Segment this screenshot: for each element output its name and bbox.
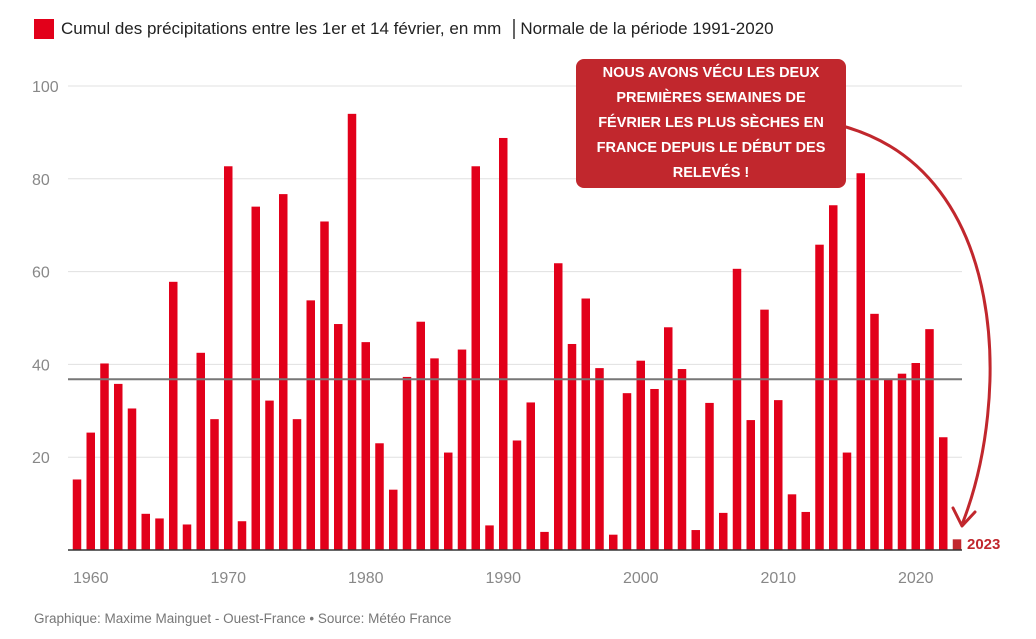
- bar: [265, 400, 274, 550]
- bar: [471, 166, 480, 550]
- source-credit: Graphique: Maxime Mainguet - Ouest-Franc…: [34, 611, 452, 626]
- bar: [774, 400, 783, 550]
- bar: [815, 244, 824, 551]
- bar: [925, 329, 934, 550]
- x-tick-label: 2020: [898, 570, 934, 587]
- bar: [760, 309, 769, 550]
- bar: [279, 194, 288, 550]
- bar: [347, 113, 357, 550]
- legend-label-precipitation: Cumul des précipitations entre les 1er e…: [61, 19, 502, 38]
- y-tick-label: 40: [32, 357, 50, 374]
- bar: [636, 360, 645, 550]
- bar: [581, 298, 590, 550]
- bar: [650, 388, 659, 550]
- bar: [100, 363, 109, 550]
- bar: [320, 221, 329, 550]
- bar: [705, 402, 714, 550]
- bar: [389, 489, 398, 550]
- x-tick-label: 2000: [623, 570, 659, 587]
- bar: [787, 494, 797, 550]
- bar: [911, 363, 920, 550]
- bar: [746, 420, 755, 550]
- bar: [114, 383, 123, 550]
- bar: [402, 376, 412, 550]
- bar: [237, 521, 247, 550]
- bar: [127, 408, 137, 550]
- bar: [86, 432, 95, 550]
- legend-swatch-normal: [513, 19, 516, 39]
- x-tick-label: 1970: [210, 570, 246, 587]
- bar: [430, 358, 439, 550]
- bar: [182, 524, 192, 550]
- bar: [691, 530, 700, 550]
- y-tick-label: 100: [32, 79, 59, 96]
- callout-arrow-head: [951, 506, 977, 528]
- legend: Cumul des précipitations entre les 1er e…: [34, 16, 774, 42]
- bar: [512, 440, 522, 550]
- bar: [554, 263, 563, 550]
- bar: [292, 419, 302, 550]
- bar: [719, 512, 728, 550]
- bar: [375, 443, 384, 550]
- bar: [485, 525, 494, 550]
- bar: [677, 369, 687, 550]
- bar: [224, 166, 233, 550]
- bar: [609, 534, 618, 550]
- bar: [526, 402, 535, 550]
- bar: [334, 324, 343, 550]
- legend-label-normal: Normale de la période 1991-2020: [520, 19, 774, 38]
- bar: [884, 379, 893, 550]
- y-tick-label: 80: [32, 172, 50, 189]
- legend-swatch-precipitation: [34, 19, 54, 39]
- tick-labels: 20 40 60 80 100 1960 1970 1980 1990 2000 2010 2020 2…: [32, 79, 1000, 587]
- overlay: [68, 125, 992, 551]
- bar: [499, 137, 508, 550]
- bar: [457, 349, 467, 550]
- bar: [801, 511, 810, 550]
- bar: [842, 452, 852, 550]
- bar: [169, 281, 178, 550]
- y-tick-label: 20: [32, 450, 50, 467]
- bar: [196, 352, 205, 550]
- bar: [210, 419, 219, 550]
- bar: [622, 393, 632, 550]
- bars: [72, 113, 962, 551]
- callout-arrow: [844, 125, 992, 524]
- bar: [595, 368, 604, 550]
- x-tick-label: 2010: [760, 570, 796, 587]
- callout-box: NOUS AVONS VÉCU LES DEUX PREMIÈRES SEMAI…: [576, 59, 846, 188]
- bar: [897, 373, 907, 550]
- bar: [155, 518, 164, 550]
- bar: [856, 173, 865, 550]
- x-tick-label: 1980: [348, 570, 384, 587]
- x-tick-label: 1960: [73, 570, 109, 587]
- bar: [444, 452, 453, 550]
- bar: [306, 300, 315, 550]
- bar: [870, 313, 879, 550]
- bar: [72, 479, 82, 550]
- bar: [361, 342, 370, 550]
- bar-2023: [952, 539, 962, 550]
- bar: [664, 327, 673, 550]
- bar: [829, 205, 838, 551]
- y-tick-label: 60: [32, 265, 50, 282]
- x-tick-label: 1990: [485, 570, 521, 587]
- bar: [567, 343, 577, 550]
- bar: [141, 513, 150, 550]
- bar: [540, 531, 549, 550]
- bar: [732, 268, 742, 550]
- bar: [939, 437, 948, 550]
- bar: [416, 321, 425, 550]
- highlight-label-2023: 2023: [967, 536, 1000, 553]
